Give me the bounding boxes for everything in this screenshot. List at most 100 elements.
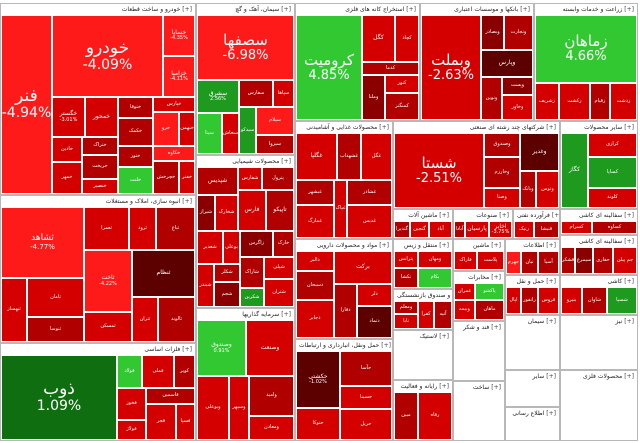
stock-tile[interactable]: جم پیلن — [613, 247, 637, 274]
stock-tile[interactable]: فملی — [142, 355, 174, 388]
stock-tile[interactable]: شکربن — [240, 288, 264, 307]
expand-toggle[interactable]: [+] — [546, 373, 556, 380]
stock-tile[interactable]: غشاذر — [347, 180, 392, 205]
stock-tile[interactable]: آبادا — [454, 221, 465, 238]
stock-tile[interactable]: فجر — [146, 404, 176, 440]
sector-header[interactable]: اطلاع رسانی [+] — [506, 408, 559, 419]
stock-tile[interactable]: رانفور — [521, 287, 538, 314]
stock-tile[interactable]: وبانک — [520, 171, 536, 208]
stock-tile[interactable]: غپاک — [334, 180, 347, 238]
stock-tile[interactable]: ومعلم — [394, 301, 418, 314]
expand-toggle[interactable]: [+] — [491, 324, 501, 331]
sector-header[interactable]: بیمه و صندوق بازنشستگی[+] — [394, 290, 452, 301]
expand-toggle[interactable]: [+] — [624, 6, 634, 13]
sector-header[interactable]: زراعت و خدمات وابسته [+] — [535, 4, 637, 15]
expand-toggle[interactable]: [+] — [546, 410, 556, 417]
stock-tile[interactable]: خفنر — [179, 161, 195, 194]
sector-header[interactable]: استخراج کانه های فلزی [+] — [296, 4, 419, 15]
sector-header[interactable]: اطلاعات [+] — [506, 240, 559, 251]
stock-tile[interactable]: آتیه — [434, 301, 452, 329]
sector-header[interactable]: سایر [+] — [506, 371, 559, 382]
stock-tile[interactable]: ثاخت -4.22% — [84, 250, 132, 312]
stock-tile[interactable]: ثمسکن — [84, 312, 132, 342]
stock-tile[interactable]: دسبحان — [296, 271, 334, 300]
expand-toggle[interactable]: [+] — [551, 212, 559, 219]
stock-tile[interactable]: کویر — [174, 355, 195, 388]
sector-header[interactable]: نیز [+] — [561, 316, 637, 327]
stock-tile[interactable]: بنیرو — [561, 287, 582, 314]
sector-header[interactable]: بانکها و موسسات اعتباری [+] — [421, 4, 533, 15]
expand-toggle[interactable]: [+] — [491, 384, 501, 391]
stock-tile[interactable]: سصفها -6.98% — [197, 15, 294, 80]
stock-tile[interactable]: وخاور — [502, 95, 533, 120]
sector-header[interactable]: صنوعات [+] — [454, 210, 512, 221]
stock-tile[interactable]: وخارزم — [484, 157, 520, 188]
sector-header[interactable]: سیمان [+] — [506, 316, 559, 327]
stock-tile[interactable]: رنیک — [514, 221, 534, 238]
stock-tile[interactable]: کچاد — [395, 15, 419, 62]
stock-tile[interactable]: کدما — [362, 62, 419, 75]
stock-tile[interactable]: کگاز — [561, 133, 588, 208]
expand-toggle[interactable]: [+] — [281, 158, 291, 165]
stock-tile[interactable]: عمران — [454, 283, 475, 300]
stock-tile[interactable]: خنصیر — [82, 179, 118, 194]
stock-tile[interactable]: گنجین — [410, 221, 429, 238]
sector-header[interactable]: مخابرات [+] — [454, 272, 504, 283]
stock-tile[interactable]: فارس — [238, 190, 266, 231]
stock-tile[interactable]: وامید — [249, 376, 294, 416]
stock-tile[interactable]: وصنا — [484, 188, 520, 208]
stock-tile[interactable]: زشریف — [535, 83, 559, 120]
expand-toggle[interactable]: [+] — [439, 212, 449, 219]
stock-tile[interactable]: دفارا — [334, 284, 357, 338]
stock-tile[interactable]: شپلی — [264, 257, 294, 279]
stock-tile[interactable]: وصندوق — [484, 133, 520, 157]
stock-tile[interactable]: ثبهساز — [1, 278, 27, 342]
stock-tile[interactable]: پاکشو — [475, 283, 504, 300]
expand-toggle[interactable]: [+] — [499, 212, 509, 219]
expand-toggle[interactable]: [+] — [624, 238, 634, 245]
expand-toggle[interactable]: [+] — [546, 242, 556, 249]
stock-tile[interactable]: خاذین — [52, 137, 82, 162]
expand-toggle[interactable]: [+] — [182, 346, 192, 353]
stock-tile[interactable]: گندیرا — [394, 221, 410, 238]
stock-tile[interactable]: حکشتی -1.02% — [296, 351, 340, 408]
sector-header[interactable]: ماشین آلات [+] — [394, 210, 452, 221]
stock-tile[interactable]: خارک — [273, 231, 294, 257]
expand-toggle[interactable]: [+] — [439, 242, 449, 249]
expand-toggle[interactable]: [+] — [624, 318, 634, 325]
stock-tile[interactable]: شسپا — [607, 287, 637, 314]
stock-tile[interactable]: آسیا — [538, 251, 559, 274]
stock-tile[interactable]: تکشا — [394, 268, 418, 288]
stock-tile[interactable]: شپدیس — [197, 167, 238, 195]
stock-tile[interactable]: ثباغ — [156, 207, 195, 250]
stock-tile[interactable]: حتوکا — [296, 408, 340, 440]
stock-tile[interactable]: شفارس — [238, 167, 262, 190]
sector-header[interactable]: محصولات فلزی [+] — [561, 371, 637, 382]
sector-header[interactable]: لاستیک [+] — [394, 331, 452, 342]
stock-tile[interactable]: شجم — [214, 282, 240, 307]
stock-tile[interactable]: فولاد — [117, 355, 142, 388]
stock-tile[interactable]: پلاست — [477, 251, 504, 270]
stock-tile[interactable]: وسپهر — [229, 376, 249, 440]
stock-tile[interactable]: شیراز — [197, 195, 215, 231]
stock-tile[interactable]: زقیام — [590, 83, 610, 120]
expand-toggle[interactable]: [+] — [491, 242, 501, 249]
stock-tile[interactable]: غبشهر — [296, 180, 334, 205]
stock-tile[interactable]: ثنظام — [132, 250, 195, 297]
stock-tile[interactable]: ثامان — [27, 278, 84, 317]
stock-tile[interactable]: خودرو -4.09% — [52, 15, 163, 97]
expand-toggle[interactable]: [+] — [379, 124, 389, 131]
stock-tile[interactable]: فاسمین — [146, 388, 195, 404]
stock-tile[interactable]: بکام — [418, 268, 452, 288]
stock-tile[interactable]: ثنوسا — [27, 317, 84, 342]
stock-tile[interactable]: آباد — [429, 221, 452, 238]
stock-tile[interactable]: شبندر — [197, 264, 214, 307]
stock-tile[interactable]: کمنگنز — [385, 93, 419, 120]
stock-tile[interactable]: کساپا — [588, 157, 637, 188]
stock-tile[interactable]: سیدکو — [239, 107, 256, 154]
stock-tile[interactable]: فروس — [538, 287, 559, 314]
stock-tile[interactable]: ختراک — [82, 137, 118, 155]
stock-tile[interactable]: ختوقا — [118, 97, 153, 118]
stock-tile[interactable]: زکشت — [559, 83, 590, 120]
stock-tile[interactable]: حفاری — [593, 247, 613, 274]
